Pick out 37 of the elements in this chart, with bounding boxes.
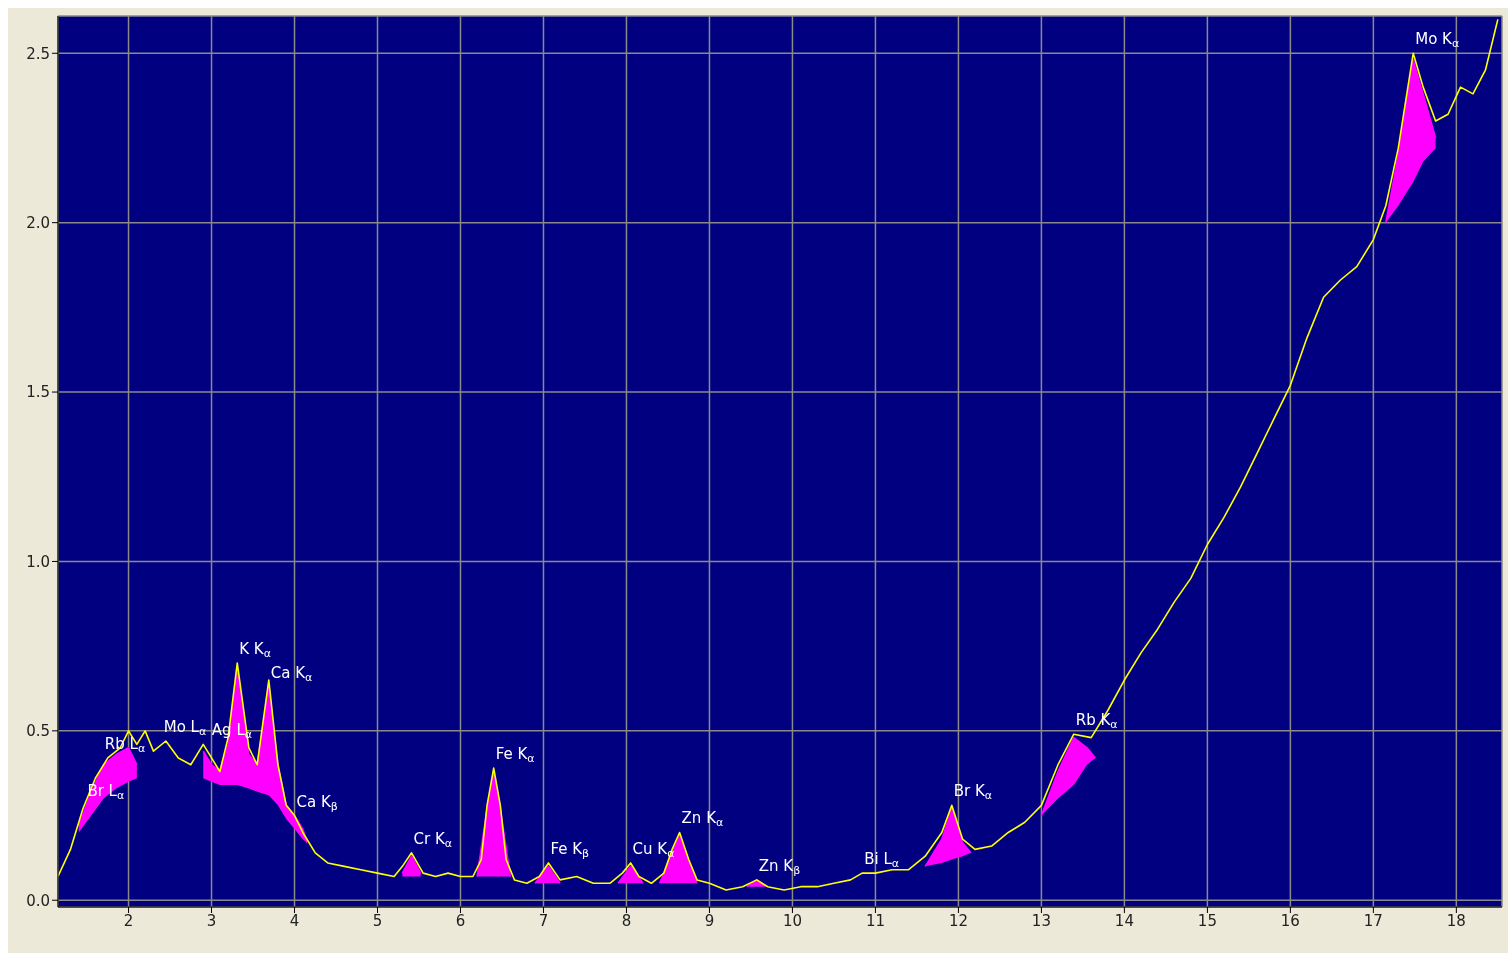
y-tick-label: 2.5: [26, 44, 50, 63]
annotation: Zn K$_{α}$: [681, 809, 724, 830]
annotation: Fe K$_{α}$: [495, 745, 535, 765]
x-tick-label: 15: [1197, 911, 1217, 930]
x-tick-label: 12: [948, 911, 968, 930]
x-tick-label: 4: [289, 911, 300, 930]
annotation: Cu K$_{α}$: [632, 839, 675, 860]
annotation: Fe K$_{β}$: [550, 839, 590, 860]
annotation: Cr K$_{α}$: [413, 829, 453, 850]
x-tick-label: 11: [865, 911, 885, 930]
x-tick-label: 6: [455, 911, 466, 930]
x-tick-label: 9: [704, 911, 715, 930]
y-tick-label: 0.5: [26, 722, 50, 741]
annotation: Br K$_{α}$: [953, 782, 993, 803]
y-tick-label: 1.5: [26, 383, 50, 402]
annotation: Mo K$_{α}$: [1415, 30, 1460, 51]
x-tick-label: 16: [1280, 911, 1300, 930]
y-tick-label: 2.0: [26, 213, 50, 232]
annotation: Zn K$_{β}$: [758, 856, 801, 877]
y-tick-label: 1.0: [26, 552, 50, 571]
x-tick-label: 13: [1031, 911, 1051, 930]
x-tick-label: 18: [1446, 911, 1466, 930]
annotation: Ca K$_{β}$: [296, 792, 338, 813]
x-tick-label: 14: [1114, 911, 1134, 930]
x-tick-label: 17: [1363, 911, 1383, 930]
annotation: K K$_{α}$: [239, 640, 271, 660]
x-tick-label: 5: [372, 911, 383, 930]
x-tick-label: 8: [621, 911, 632, 930]
x-tick-label: 3: [206, 911, 217, 930]
annotation: Ca K$_{α}$: [270, 663, 313, 684]
annotation: Mo L$_{α}$: [163, 718, 207, 738]
x-tick-label: 10: [782, 911, 802, 930]
x-tick-label: 7: [538, 911, 549, 930]
annotation: Rb K$_{α}$: [1075, 711, 1118, 731]
x-tick-label: 2: [123, 911, 134, 930]
annotation: Bi L$_{α}$: [864, 850, 900, 870]
y-tick-label: 0.0: [26, 891, 50, 910]
